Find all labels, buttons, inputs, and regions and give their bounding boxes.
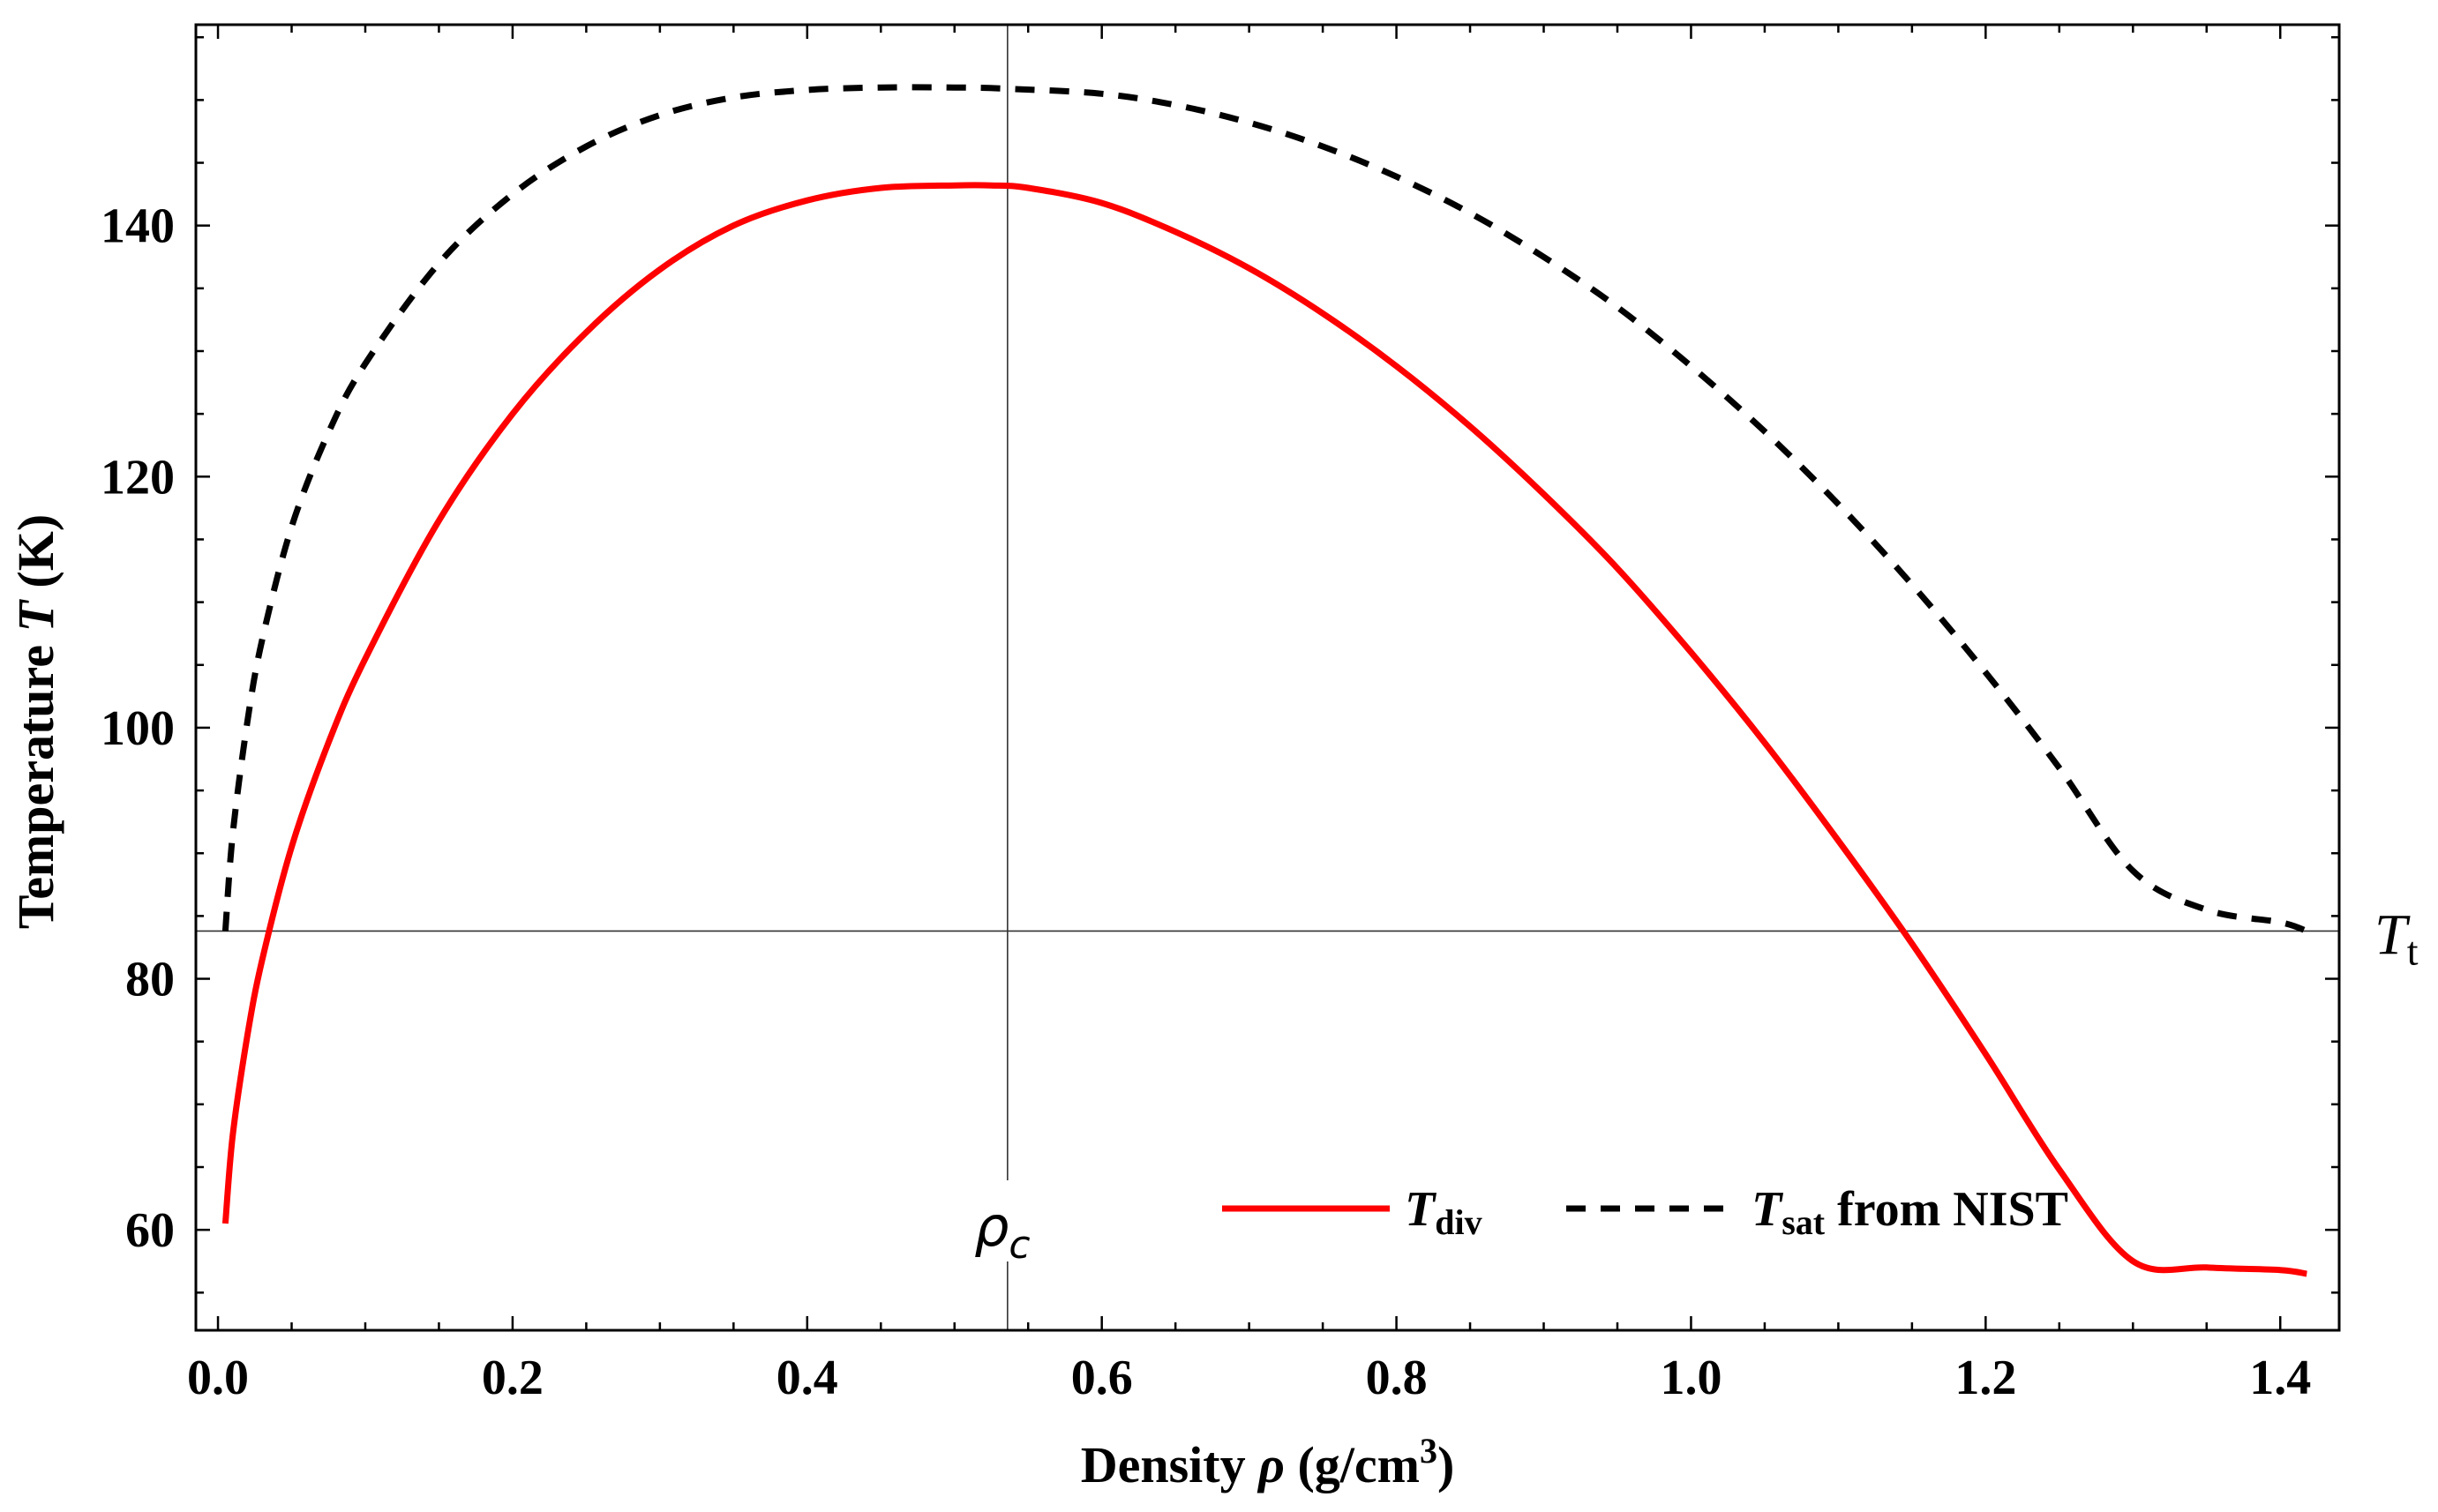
legend-label-t-div: Tdiv: [1405, 1182, 1482, 1242]
series-line-t-sat: [221, 84, 2308, 934]
x-tick-label: 0.8: [1366, 1351, 1428, 1405]
series-line-t-div: [221, 182, 2307, 1277]
x-tick-label: 0.0: [187, 1351, 249, 1405]
y-tick-label: 80: [125, 953, 175, 1007]
y-tick-label: 100: [101, 701, 175, 756]
legend: Tdiv Tsat from NIST: [1222, 1182, 2068, 1242]
triple-point-label: Tt: [2374, 902, 2419, 973]
tick-labels: 0.0 0.2 0.4 0.6 0.8 1.0 1.2 1.4 60 80 100 120 140: [101, 199, 2311, 1405]
x-tick-label: 0.6: [1071, 1351, 1133, 1405]
y-tick-label: 120: [101, 450, 175, 505]
y-tick-label: 140: [101, 199, 175, 254]
critical-density-label: ρc: [974, 1194, 1031, 1268]
y-axis-label: Temperature T (K): [7, 514, 64, 929]
plot-frame: [194, 23, 2341, 1332]
y-tick-label: 60: [125, 1203, 175, 1258]
legend-label-t-sat: Tsat from NIST: [1752, 1182, 2068, 1242]
x-axis-label: Density ρ (g/cm3): [1081, 1431, 1455, 1493]
critical-density-label-background: [967, 1180, 1047, 1261]
x-tick-label: 0.2: [482, 1351, 544, 1405]
x-tick-label: 1.0: [1660, 1351, 1722, 1405]
x-tick-label: 1.4: [2249, 1351, 2311, 1405]
x-tick-label: 0.4: [776, 1351, 838, 1405]
x-tick-label: 1.2: [1954, 1351, 2016, 1405]
